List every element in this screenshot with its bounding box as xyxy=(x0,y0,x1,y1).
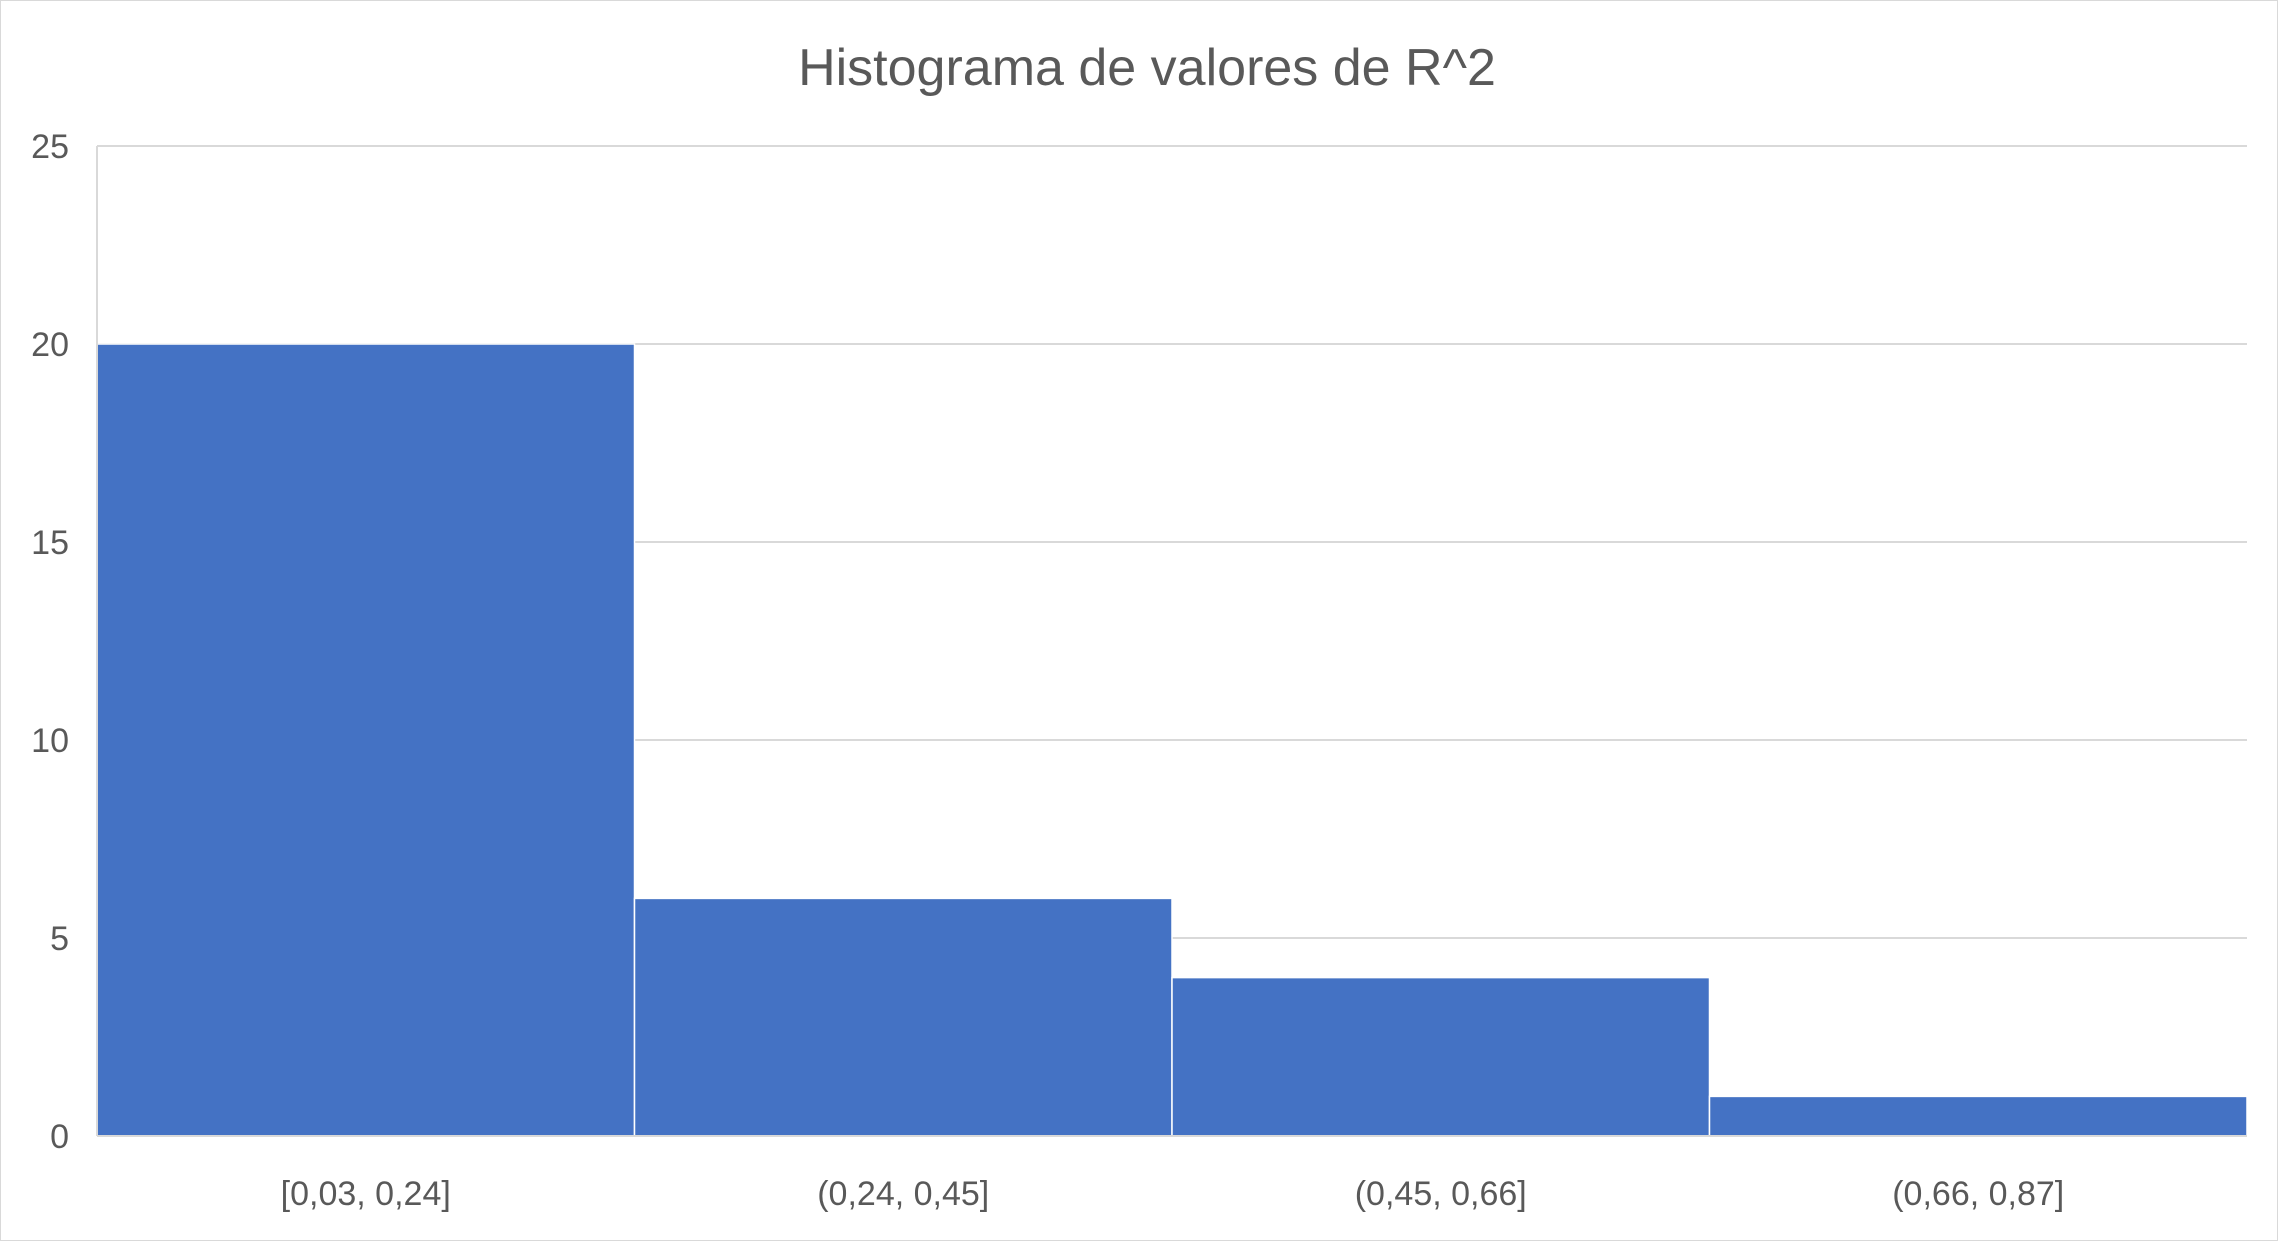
bar-3 xyxy=(1171,976,1711,1137)
bar-4 xyxy=(1708,1095,2248,1137)
x-tick-label: (0,66, 0,87] xyxy=(1892,1175,2064,1213)
y-tick-label: 15 xyxy=(31,524,69,562)
y-tick-label: 0 xyxy=(50,1118,69,1156)
chart-title: Histograma de valores de R^2 xyxy=(798,39,1496,97)
y-axis: 0 5 10 15 20 25 xyxy=(31,128,98,1156)
x-axis: [0,03, 0,24] (0,24, 0,45] (0,45, 0,66] (0,6… xyxy=(97,1135,2247,1213)
y-tick-label: 10 xyxy=(31,722,69,760)
y-tick-label: 20 xyxy=(31,326,69,364)
x-tick-label: (0,24, 0,45] xyxy=(817,1175,989,1213)
bars xyxy=(96,343,2248,1137)
y-tick-label: 25 xyxy=(31,128,69,166)
bar-2 xyxy=(633,897,1173,1137)
bar-1 xyxy=(96,343,636,1137)
y-tick-label: 5 xyxy=(50,920,69,958)
x-tick-label: [0,03, 0,24] xyxy=(281,1175,451,1213)
x-tick-label: (0,45, 0,66] xyxy=(1355,1175,1527,1213)
